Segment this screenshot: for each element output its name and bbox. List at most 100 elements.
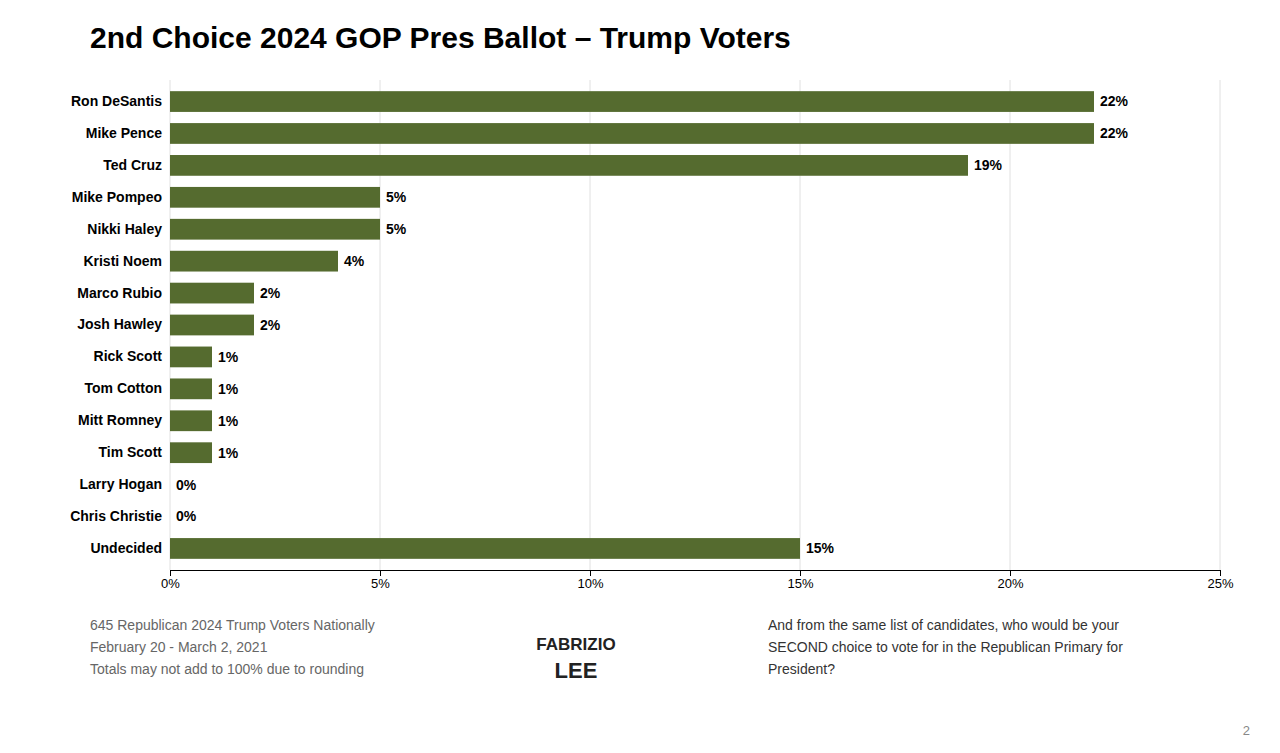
y-tick: Chris Christie (70, 508, 162, 524)
y-tick-label: Mike Pompeo (72, 189, 162, 205)
y-tick: Mike Pompeo (72, 189, 162, 205)
x-tick-mark (800, 570, 801, 576)
footer: 645 Republican 2024 Trump Voters Nationa… (90, 617, 1250, 738)
y-tick-label: Chris Christie (70, 508, 162, 524)
y-tick-label: Ron DeSantis (71, 93, 162, 109)
y-tick: Josh Hawley (77, 316, 162, 332)
grid-line (380, 80, 381, 570)
bar (170, 155, 968, 176)
data-label: 5% (386, 189, 407, 205)
bar (170, 410, 212, 431)
y-tick: Mitt Romney (78, 412, 162, 428)
y-tick-label: Mike Pence (86, 125, 162, 141)
data-label: 1% (218, 381, 239, 397)
x-axis-line (171, 571, 1221, 577)
x-tick-label: 25% (1207, 576, 1233, 591)
y-tick-label: Marco Rubio (77, 285, 162, 301)
data-label: 1% (218, 413, 239, 429)
grid-line (1220, 80, 1221, 570)
x-tick-mark (1010, 570, 1011, 576)
y-tick: Tim Scott (98, 444, 162, 460)
x-tick: 0% (161, 570, 180, 591)
bar (170, 219, 380, 240)
y-tick: Larry Hogan (80, 476, 162, 492)
data-label: 5% (386, 221, 407, 237)
y-tick: Nikki Haley (87, 221, 162, 237)
bar (170, 91, 1094, 112)
data-label: 19% (974, 157, 1003, 173)
bar (170, 283, 254, 304)
y-tick: Undecided (90, 540, 162, 556)
bars (170, 91, 1094, 559)
x-tick-label: 15% (787, 576, 813, 591)
footnote: Totals may not add to 100% due to roundi… (90, 661, 364, 677)
y-tick-label: Tim Scott (98, 444, 162, 460)
x-tick: 10% (577, 570, 603, 591)
bar (170, 123, 1094, 144)
data-label: 2% (260, 285, 281, 301)
x-tick-mark (1220, 570, 1221, 576)
title: 2nd Choice 2024 GOP Pres Ballot – Trump … (90, 21, 791, 54)
data-label: 2% (260, 317, 281, 333)
y-tick-label: Larry Hogan (80, 476, 162, 492)
y-tick-label: Nikki Haley (87, 221, 162, 237)
y-tick-label: Tom Cotton (85, 380, 163, 396)
x-tick: 25% (1207, 570, 1233, 591)
chart: 2nd Choice 2024 GOP Pres Ballot – Trump … (0, 0, 1280, 753)
bar (170, 315, 254, 336)
x-tick-mark (590, 570, 591, 576)
data-label: 22% (1100, 125, 1129, 141)
y-tick-label: Ted Cruz (103, 157, 162, 173)
question-note: And from the same list of candidates, wh… (768, 617, 1123, 677)
grid-line (590, 80, 591, 570)
x-tick-label: 10% (577, 576, 603, 591)
y-tick-label: Josh Hawley (77, 316, 162, 332)
data-label: 15% (806, 540, 835, 556)
data-label: 1% (218, 445, 239, 461)
data-label: 4% (344, 253, 365, 269)
data-labels: 22% 22% 19% 5% 5% 4% 2% 2% 1% 1% 1% 1% 0% 0% 15% (176, 93, 1129, 556)
logo-text: FABRIZIO (536, 635, 615, 654)
bar (170, 347, 212, 368)
y-tick: Ron DeSantis (71, 93, 162, 109)
x-tick: 20% (997, 570, 1023, 591)
logo-text: LEE (555, 658, 598, 683)
x-tick-label: 0% (161, 576, 180, 591)
page-number: 2 (1243, 723, 1250, 738)
x-tick-label: 20% (997, 576, 1023, 591)
bar (170, 187, 380, 208)
x-tick-mark (380, 570, 381, 576)
y-axis: Ron DeSantis Mike Pence Ted Cruz Mike Pompe… (70, 93, 162, 556)
data-label: 0% (176, 508, 197, 524)
bar (170, 442, 212, 463)
bar (170, 538, 800, 559)
x-tick: 5% (371, 570, 390, 591)
data-label: 0% (176, 477, 197, 493)
y-tick-label: Rick Scott (94, 348, 163, 364)
x-axis: 0% 5% 10% 15% 20% 25% (161, 570, 1234, 591)
y-tick: Ted Cruz (103, 157, 162, 173)
y-tick: Mike Pence (86, 125, 162, 141)
data-label: 22% (1100, 93, 1129, 109)
y-tick-label: Undecided (90, 540, 162, 556)
bar (170, 474, 171, 495)
y-tick: Rick Scott (94, 348, 163, 364)
plot: 22% 22% 19% 5% 5% 4% 2% 2% 1% 1% 1% 1% 0% 0% 15% 0% 5% 10… (70, 80, 1234, 591)
bar (170, 506, 171, 527)
bar (170, 378, 212, 399)
grid-line (1010, 80, 1011, 570)
bar (170, 251, 338, 272)
y-tick: Tom Cotton (85, 380, 163, 396)
y-tick: Kristi Noem (83, 253, 162, 269)
footnote: 645 Republican 2024 Trump Voters Nationa… (90, 617, 375, 633)
grid (170, 80, 1220, 570)
footnote: February 20 - March 2, 2021 (90, 639, 268, 655)
grid-line (800, 80, 801, 570)
data-label: 1% (218, 349, 239, 365)
y-tick: Marco Rubio (77, 285, 162, 301)
x-tick-mark (170, 570, 171, 576)
y-tick-label: Mitt Romney (78, 412, 162, 428)
y-tick-label: Kristi Noem (83, 253, 162, 269)
x-tick: 15% (787, 570, 813, 591)
x-tick-label: 5% (371, 576, 390, 591)
